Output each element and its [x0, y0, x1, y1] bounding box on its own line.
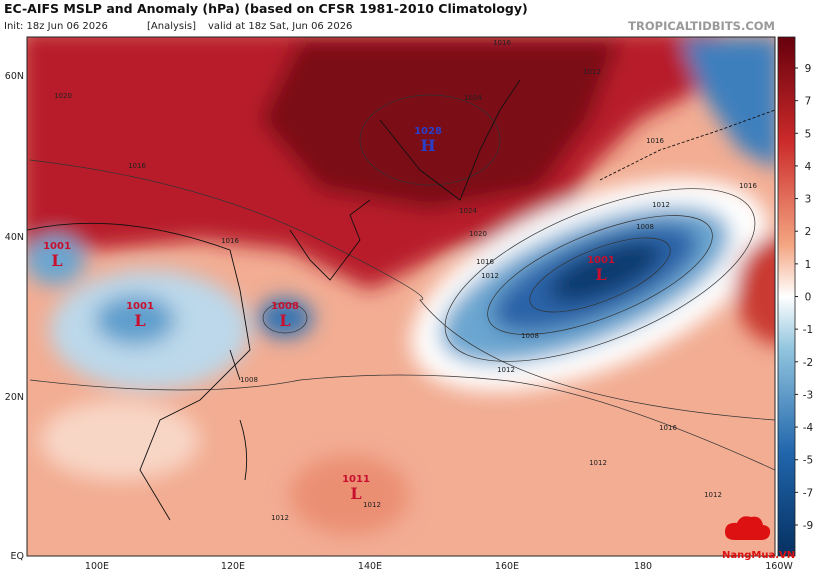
colorbar-label: 1	[805, 259, 812, 271]
center-pressure: 1008	[271, 301, 299, 312]
map-area	[27, 37, 775, 556]
center-pressure: 1001	[43, 241, 71, 252]
colorbar-label: -7	[803, 487, 813, 499]
colorbar	[777, 36, 796, 557]
colorbar-label: 4	[805, 161, 812, 173]
center-pressure: 1011	[342, 474, 370, 485]
isobar-label: 1024	[464, 94, 482, 102]
longitude-label: 140E	[358, 561, 382, 572]
longitude-label: 100E	[85, 561, 109, 572]
isobar-label: 1012	[583, 68, 601, 76]
logo-cloud	[725, 516, 771, 540]
colorbar-label: 0	[805, 292, 812, 304]
center-pressure: 1001	[126, 301, 154, 312]
latitude-label: EQ	[11, 551, 24, 562]
center-symbol: L	[279, 311, 290, 330]
isobar-label: 1012	[481, 272, 499, 280]
latitude-label: 60N	[5, 71, 24, 82]
valid-time: valid at 18z Sat, Jun 06 2026	[208, 21, 352, 32]
isobar-label: 1016	[476, 258, 494, 266]
isobar-label: 1020	[469, 230, 487, 238]
center-symbol: L	[134, 311, 145, 330]
center-symbol: L	[350, 484, 361, 503]
colorbar-label: 3	[805, 194, 812, 206]
colorbar-label: 9	[805, 63, 812, 75]
isobar-label: 1008	[240, 376, 258, 384]
isobar-label: 1016	[739, 182, 757, 190]
colorbar-label: -4	[803, 422, 814, 434]
center-pressure: 1001	[587, 255, 615, 266]
center-symbol: H	[420, 136, 435, 155]
logo-text: NangMua.VN	[722, 550, 795, 561]
center-symbol: L	[51, 251, 62, 270]
isobar-label: 1012	[652, 201, 670, 209]
run-type: [Analysis]	[147, 21, 196, 32]
isobar-label: 1016	[646, 137, 664, 145]
longitude-label: 160W	[765, 561, 793, 572]
colorbar-label: -5	[803, 455, 813, 467]
colorbar-label: 2	[805, 226, 812, 238]
colorbar-label: -9	[803, 520, 813, 532]
longitude-label: 180	[634, 561, 652, 572]
center-symbol: L	[595, 265, 606, 284]
colorbar-label: -1	[803, 324, 813, 336]
longitude-label: 120E	[221, 561, 245, 572]
isobar-label: 1012	[497, 366, 515, 374]
isobar-label: 1008	[636, 223, 654, 231]
latitude-label: 40N	[5, 232, 24, 243]
isobar-label: 1016	[493, 39, 511, 47]
map-frame	[26, 36, 776, 557]
colorbar-label: -3	[803, 389, 813, 401]
isobar-label: 1012	[271, 514, 289, 522]
isobar-label: 1008	[521, 332, 539, 340]
isobar-label: 1024	[459, 207, 477, 215]
colorbar-label: 5	[805, 128, 812, 140]
title: EC-AIFS MSLP and Anomaly (hPa) (based on…	[4, 1, 528, 16]
init-time: Init: 18z Jun 06 2026	[4, 21, 108, 32]
logo: NangMua.VN	[722, 516, 795, 561]
longitude-label: 160E	[495, 561, 519, 572]
colorbar-label: -2	[803, 357, 813, 369]
isobar-label: 1020	[54, 92, 72, 100]
latitude-label: 20N	[5, 392, 24, 403]
isobar-label: 1016	[128, 162, 146, 170]
center-pressure: 1028	[414, 126, 442, 137]
isobar-label: 1016	[659, 424, 677, 432]
colorbar-label: 7	[805, 96, 812, 108]
isobar-label: 1012	[704, 491, 722, 499]
isobar-label: 1012	[589, 459, 607, 467]
isobar-label: 1012	[363, 501, 381, 509]
isobar-label: 1016	[221, 237, 239, 245]
watermark: TROPICALTIDBITS.COM	[628, 19, 775, 33]
